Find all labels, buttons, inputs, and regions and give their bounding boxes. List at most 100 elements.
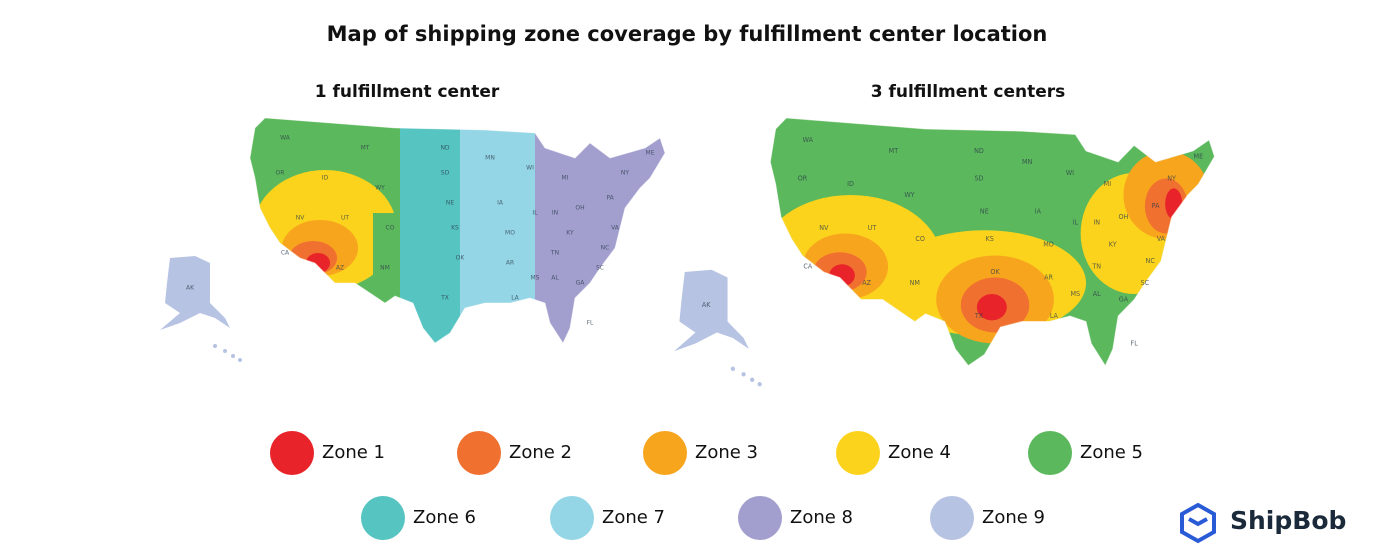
- state-label: AL: [551, 275, 559, 282]
- hawaii: [223, 349, 227, 353]
- legend-label: Zone 3: [695, 442, 758, 463]
- state-label: CA: [803, 262, 812, 270]
- legend-item: Zone 8: [738, 496, 853, 540]
- hawaii: [238, 358, 242, 362]
- zone-region: [160, 248, 235, 338]
- zone-layers: [160, 118, 665, 343]
- state-label: AK: [702, 301, 711, 309]
- zone-region: [976, 294, 1007, 321]
- state-label: IL: [1073, 218, 1079, 226]
- legend-label: Zone 8: [790, 507, 853, 528]
- state-label: GA: [576, 280, 586, 287]
- state-label: IN: [552, 210, 558, 217]
- state-label: OR: [276, 170, 285, 177]
- state-label: MS: [531, 275, 540, 282]
- zone-region: [674, 261, 755, 360]
- state-label: MT: [361, 145, 370, 152]
- state-label: SC: [1141, 279, 1150, 287]
- hawaii: [231, 354, 235, 358]
- legend-label: Zone 2: [509, 442, 572, 463]
- state-label: LA: [511, 295, 519, 302]
- state-label: WI: [1066, 169, 1074, 177]
- state-label: AR: [506, 260, 514, 267]
- hawaii: [750, 377, 755, 382]
- state-label: SC: [596, 265, 604, 272]
- map-title: 3 fulfillment centers: [871, 82, 1066, 102]
- state-label: AL: [1093, 290, 1101, 298]
- legend-item: Zone 6: [361, 496, 476, 540]
- legend-item: Zone 4: [836, 431, 951, 475]
- state-label: AK: [186, 285, 195, 292]
- state-label: NY: [621, 170, 629, 177]
- zone-layers: [674, 118, 1215, 366]
- state-label: CA: [281, 250, 290, 257]
- state-label: ND: [440, 145, 449, 152]
- legend-item: Zone 7: [550, 496, 665, 540]
- state-label: UT: [341, 215, 349, 222]
- zone-region: [957, 118, 1001, 129]
- state-label: NE: [980, 207, 989, 215]
- state-label: TX: [974, 312, 984, 320]
- state-label: WY: [904, 191, 914, 199]
- state-label: UT: [868, 224, 877, 232]
- state-label: NC: [1146, 257, 1156, 265]
- hawaii: [213, 344, 217, 348]
- state-label: FL: [587, 320, 594, 327]
- state-label: GA: [1119, 295, 1129, 303]
- state-label: NY: [1167, 174, 1176, 182]
- state-label: KS: [986, 235, 994, 243]
- state-label: AZ: [336, 265, 344, 272]
- zone-region: [460, 118, 535, 343]
- state-label: AR: [1044, 273, 1053, 281]
- state-outline: [769, 117, 1215, 367]
- state-label: WY: [375, 185, 385, 192]
- state-label: OK: [456, 255, 466, 262]
- state-label: IL: [532, 210, 538, 217]
- legend-label: Zone 9: [982, 507, 1045, 528]
- us-map: WA MT OR ID WY NV UT CO CA AZ NM ND SD NE KS OK TX MN IA MO…: [674, 117, 1215, 387]
- state-label: SD: [974, 174, 983, 182]
- state-label: NE: [446, 200, 454, 207]
- zone-region: [400, 118, 460, 343]
- legend-swatch: [361, 496, 405, 540]
- legend-label: Zone 1: [322, 442, 385, 463]
- state-label: MO: [1043, 240, 1054, 248]
- map-title: 1 fulfillment center: [315, 82, 500, 102]
- state-label: PA: [1152, 202, 1160, 210]
- legend-item: Zone 2: [457, 431, 572, 475]
- state-label: ID: [322, 175, 329, 182]
- state-label: NV: [819, 224, 829, 232]
- state-label: WI: [526, 165, 534, 172]
- state-label: WA: [803, 136, 814, 144]
- legend-label: Zone 7: [602, 507, 665, 528]
- state-label: KY: [566, 230, 574, 237]
- state-outline: [249, 117, 666, 344]
- state-label: CO: [915, 235, 925, 243]
- hawaii: [757, 382, 762, 387]
- state-label: FL: [1131, 339, 1139, 347]
- brand-logo: ShipBob: [1180, 502, 1346, 544]
- legend-swatch: [836, 431, 880, 475]
- state-label: TX: [440, 295, 449, 302]
- state-label: WA: [280, 135, 291, 142]
- hawaii: [741, 372, 746, 377]
- state-label: SD: [441, 170, 450, 177]
- legend-item: Zone 1: [270, 431, 385, 475]
- state-label: KY: [1109, 240, 1117, 248]
- legend-swatch: [550, 496, 594, 540]
- state-label: CO: [386, 225, 395, 232]
- legend-label: Zone 6: [413, 507, 476, 528]
- state-label: ME: [646, 150, 655, 157]
- state-label: AZ: [862, 279, 871, 287]
- state-label: VA: [611, 225, 620, 232]
- state-label: PA: [606, 195, 614, 202]
- hawaii: [730, 366, 736, 371]
- legend-label: Zone 4: [888, 442, 951, 463]
- zone-region: [306, 253, 330, 273]
- state-label: IN: [1093, 218, 1100, 226]
- state-label: VA: [1157, 235, 1166, 243]
- us-map: WA MT OR ID WY NV UT CO CA AZ NM ND SD NE KS OK TX MN IA MO…: [160, 117, 666, 362]
- state-label: OR: [798, 174, 808, 182]
- state-label: NM: [910, 279, 920, 287]
